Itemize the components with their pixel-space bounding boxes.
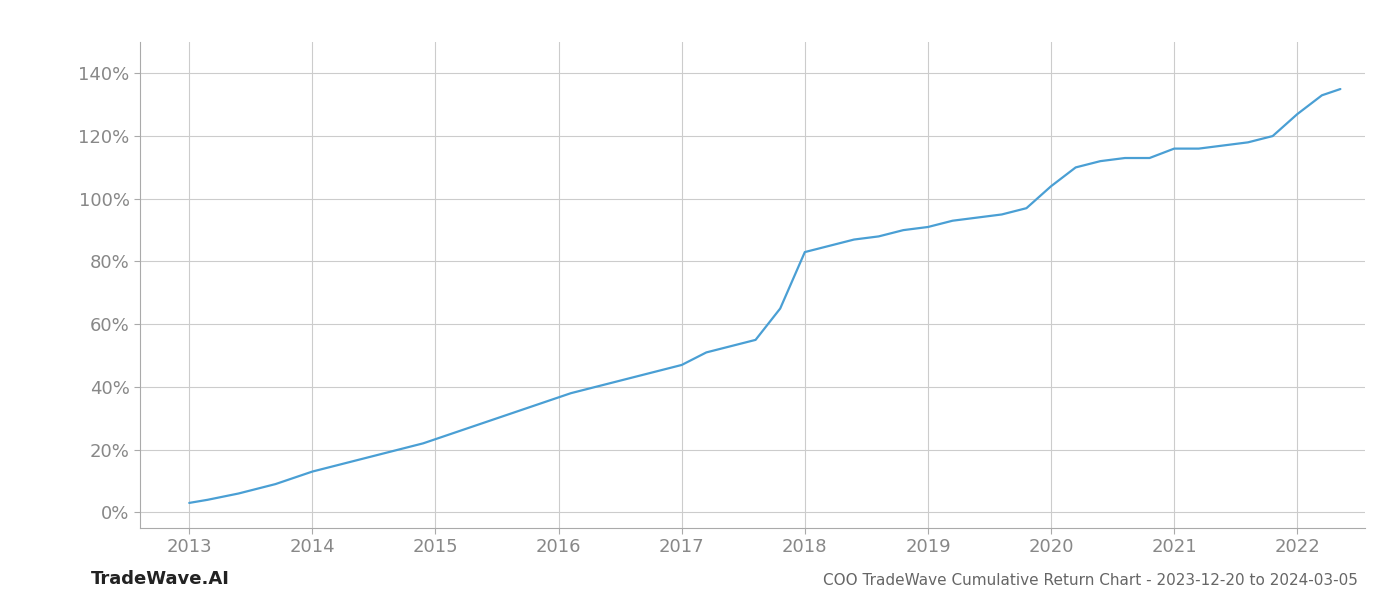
Text: COO TradeWave Cumulative Return Chart - 2023-12-20 to 2024-03-05: COO TradeWave Cumulative Return Chart - …: [823, 573, 1358, 588]
Text: TradeWave.AI: TradeWave.AI: [91, 570, 230, 588]
